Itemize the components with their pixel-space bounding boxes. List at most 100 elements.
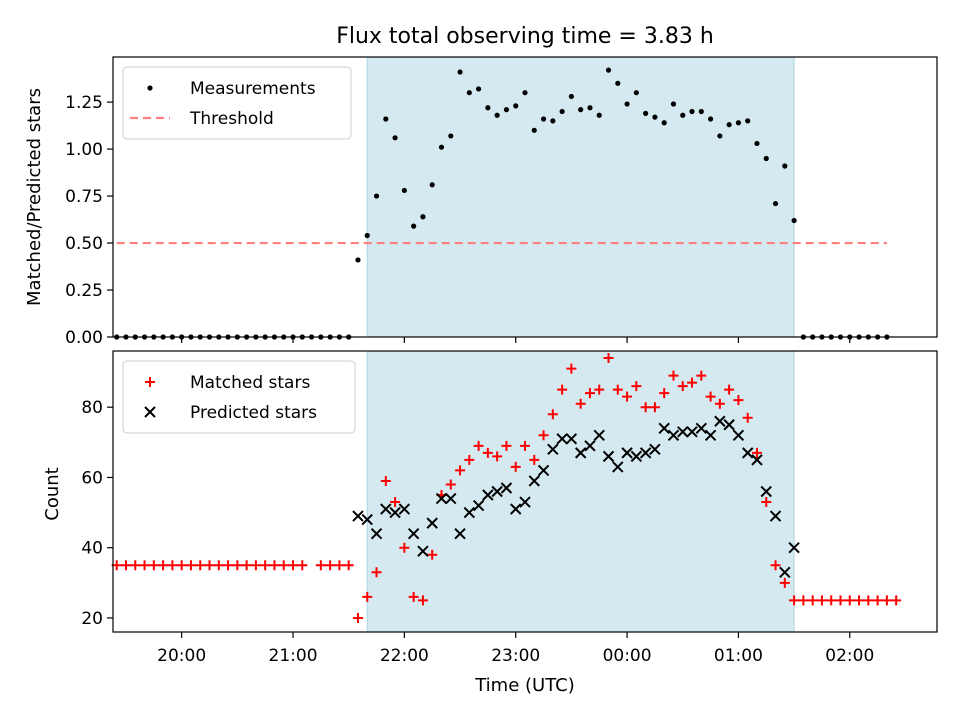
p2-series-1-point-23 (565, 433, 578, 445)
p2-series-1-point-0 (352, 510, 364, 522)
p2-series-0-point-64 (714, 398, 725, 409)
p2-series-0-point-23 (334, 560, 345, 571)
p1-series-0-point-58 (652, 114, 658, 120)
p2-series-0-point-75 (816, 595, 827, 606)
p2-y-tick-label-2: 60 (81, 468, 103, 488)
p2-series-1-point-44 (760, 485, 772, 498)
p2-series-0-point-6 (167, 560, 178, 571)
p2-series-0-point-69 (761, 497, 772, 508)
p1-y-tick-label-0: 0.00 (65, 328, 103, 348)
p2-series-0-point-76 (826, 595, 837, 606)
p2-series-0-point-3 (139, 560, 150, 571)
p1-series-0-point-59 (661, 120, 667, 126)
p1-series-0-point-69 (754, 140, 760, 147)
p1-series-0-point-39 (476, 86, 482, 92)
p2-series-1-point-12 (463, 506, 476, 519)
p1-legend-marker-0 (147, 85, 153, 91)
p1-series-0-point-64 (707, 116, 714, 122)
p2-series-1-point-11 (454, 527, 466, 540)
p1-series-0-point-27 (364, 232, 370, 239)
p2-legend-marker-1 (144, 406, 156, 418)
p2-x-tick-label-6: 02:00 (825, 646, 874, 666)
p1-axes-frame (112, 56, 938, 338)
p2-series-0-point-74 (807, 595, 818, 606)
p2-series-0-point-49 (575, 398, 586, 409)
p1-legend-box (122, 66, 352, 140)
p2-x-tick-label-4: 00:00 (603, 646, 652, 666)
p2-series-0-point-20 (297, 560, 308, 571)
p2-series-0-point-80 (863, 595, 874, 606)
p1-series-0-point-60 (670, 101, 677, 107)
p2-series-0-point-19 (288, 560, 299, 571)
p2-series-0-point-21 (315, 560, 326, 571)
p2-x-tick-label-1: 21:00 (269, 646, 318, 666)
p2-series-1-point-7 (417, 545, 429, 557)
p2-series-0-point-60 (677, 381, 688, 392)
p1-series-0-point-36 (448, 133, 454, 139)
p1-series-0-point-44 (522, 90, 528, 96)
p2-series-1-point-6 (407, 527, 420, 540)
p1-series-0-point-57 (643, 110, 649, 116)
p2-series-1-point-20 (537, 464, 550, 477)
p2-x-tick-label-5: 01:00 (714, 646, 763, 666)
p1-series-0-point-42 (503, 107, 510, 113)
p2-series-0-point-67 (742, 412, 753, 423)
p1-series-0-point-40 (485, 105, 491, 111)
p2-series-0-point-46 (547, 409, 558, 420)
p2-series-0-point-37 (464, 454, 475, 465)
p2-series-0-point-65 (724, 384, 735, 395)
chart-title: Flux total observing time = 3.83 h (336, 24, 714, 49)
p1-series-0-point-49 (568, 93, 574, 100)
p2-series-1-point-33 (658, 422, 670, 434)
p2-series-0-point-38 (473, 440, 484, 451)
p2-series-0-point-70 (770, 560, 781, 571)
p2-series-0-point-59 (668, 370, 679, 381)
p1-series-0-point-47 (550, 118, 556, 124)
p2-series-0-point-13 (232, 560, 243, 571)
bottom-y-axis-label: Count (42, 467, 63, 520)
p2-series-1-point-28 (612, 461, 624, 473)
p2-series-0-point-61 (687, 377, 698, 388)
p1-series-0-point-72 (782, 163, 788, 169)
p1-y-tick-label-2: 0.50 (65, 234, 103, 254)
p2-series-1-point-15 (491, 485, 503, 498)
p2-series-1-point-34 (667, 429, 680, 442)
p2-series-1-point-39 (714, 415, 726, 427)
p2-x-tick-label-2: 22:00 (380, 646, 429, 666)
p1-series-0-point-37 (457, 69, 463, 75)
p2-series-1-point-32 (649, 443, 661, 456)
p1-series-0-point-61 (680, 112, 686, 118)
p2-series-0-point-22 (325, 560, 336, 571)
p2-series-1-point-2 (370, 527, 383, 540)
p2-series-0-point-36 (455, 465, 466, 476)
p2-series-1-point-40 (723, 419, 735, 431)
p2-series-0-point-40 (492, 451, 503, 462)
p2-series-0-point-56 (640, 402, 651, 413)
p1-series-0-point-50 (578, 107, 584, 113)
p2-series-1-point-18 (519, 496, 531, 508)
p2-series-1-point-8 (426, 517, 438, 529)
p2-series-0-point-7 (176, 560, 187, 571)
p2-series-0-point-18 (278, 560, 289, 571)
p2-axes-frame (112, 350, 938, 633)
p2-series-1-point-30 (630, 450, 643, 463)
p2-series-0-point-35 (445, 479, 456, 490)
p2-y-tick-label-0: 20 (81, 609, 103, 629)
p2-series-1-point-25 (584, 440, 596, 452)
p1-series-0-point-34 (429, 182, 435, 188)
p2-series-0-point-51 (594, 384, 605, 395)
p2-series-0-point-47 (557, 384, 568, 395)
p1-observing-window (367, 57, 795, 337)
p1-series-0-point-68 (745, 118, 751, 124)
p2-series-0-point-16 (260, 560, 271, 571)
p2-y-tick-label-1: 40 (81, 539, 103, 559)
p2-y-tick-label-3: 80 (81, 398, 103, 418)
p1-y-tick-label-1: 0.25 (65, 281, 103, 301)
p2-series-1-point-43 (751, 454, 763, 466)
p1-legend-label-1: Threshold (189, 109, 274, 129)
p2-legend-box (122, 360, 356, 434)
p2-series-0-point-43 (520, 440, 530, 451)
p1-series-0-point-33 (420, 214, 426, 220)
p2-series-0-point-77 (835, 595, 846, 606)
